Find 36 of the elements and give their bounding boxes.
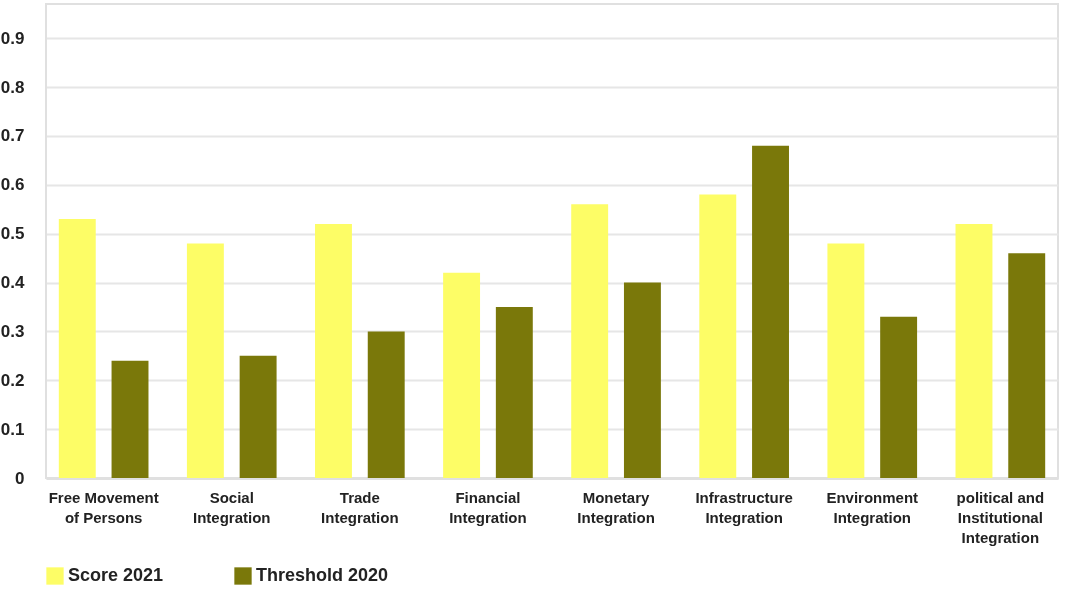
x-tick-label: Monetary Integration [577,488,655,526]
bar [111,360,149,478]
x-tick-label: political and Institutional Integration [956,488,1045,546]
y-tick-label: 0.8 [0,77,25,97]
y-tick-label: 0.1 [0,419,25,439]
bar [699,194,737,478]
bar [752,145,789,478]
bar [443,272,481,478]
bar [239,355,277,478]
x-tick-label: Trade Integration [321,488,399,526]
bar [1008,253,1046,478]
legend-label: Threshold 2020 [256,565,389,585]
x-tick-label: Financial Integration [449,488,527,526]
bar [186,243,224,478]
y-tick-label: 0.7 [0,126,25,146]
bar [495,306,533,478]
y-tick-label: 0 [15,468,25,488]
y-tick-label: 0.2 [0,370,25,390]
y-tick-label: 0.3 [0,321,25,341]
legend-label: Score 2021 [68,565,164,585]
bar [880,316,918,478]
x-tick-label: Social Integration [193,488,271,526]
bar [315,223,352,478]
x-tick-label: Free Movement of Persons [48,488,159,526]
bar [955,223,993,478]
x-tick-label: Environment Integration [826,488,919,526]
y-tick-label: 0.6 [0,175,25,195]
y-tick-label: 0.9 [0,28,25,48]
bar [623,282,661,478]
y-tick-label: 0.5 [0,224,25,244]
y-tick-label: 0.4 [0,273,26,293]
bar [367,331,405,478]
bar [58,219,96,478]
bar [571,204,609,478]
x-tick-label: Infrastructure Integration [695,488,793,526]
bar [827,243,865,478]
